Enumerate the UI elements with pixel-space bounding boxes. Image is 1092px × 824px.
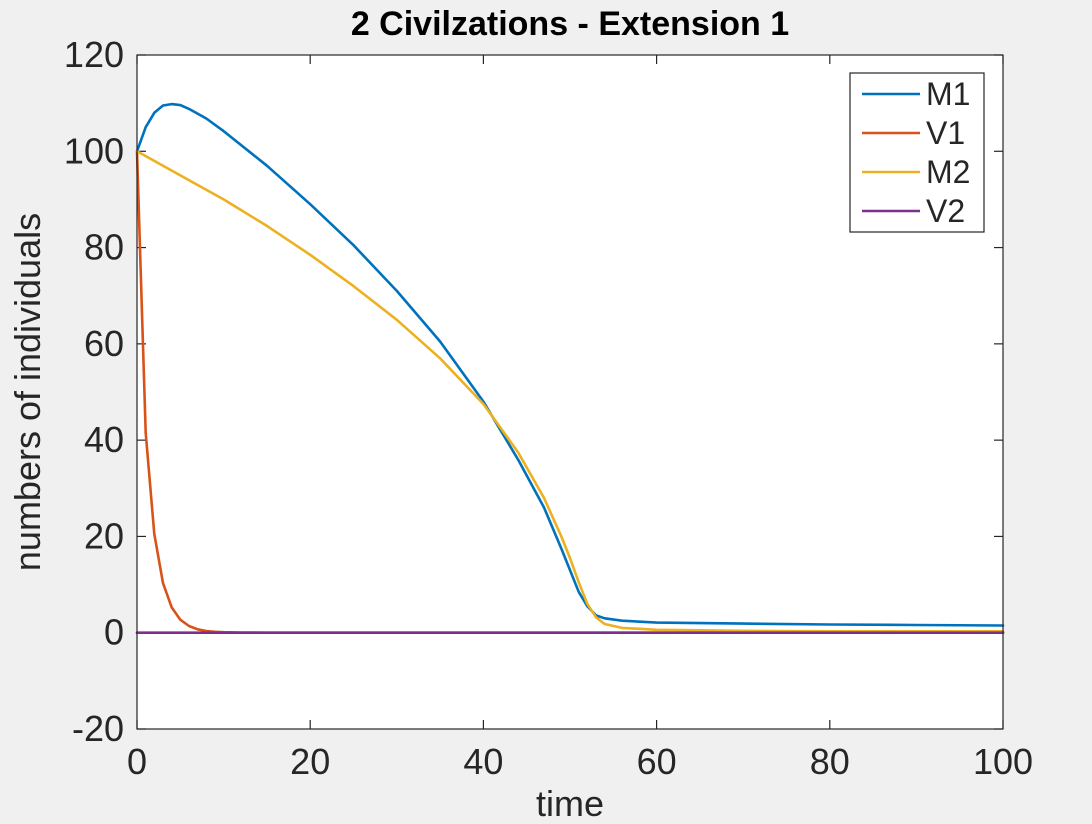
legend-label-m2: M2 (926, 154, 970, 190)
axes-box (136, 54, 1004, 730)
x-tick-label: 80 (810, 741, 850, 782)
x-tick-label: 100 (973, 741, 1033, 782)
y-tick-label: 40 (84, 419, 124, 460)
y-tick-label: 80 (84, 227, 124, 268)
legend-label-v2: V2 (926, 193, 965, 229)
series-lines (135, 102, 1005, 635)
x-tick-label: 0 (127, 741, 147, 782)
y-axis-label: numbers of individuals (7, 213, 48, 571)
legend-box (849, 72, 985, 233)
legend-label-v1: V1 (926, 115, 965, 151)
y-tick-label: 100 (64, 130, 124, 171)
series-line-m2 (135, 150, 1005, 633)
y-tick-label: 120 (64, 34, 124, 75)
y-tick-label: 20 (84, 515, 124, 556)
x-tick-label: 60 (637, 741, 677, 782)
x-axis-label: time (536, 783, 604, 824)
y-tick-label: 60 (84, 323, 124, 364)
legend-label-m1: M1 (926, 76, 970, 112)
x-tick-label: 40 (463, 741, 503, 782)
series-line-m1 (135, 102, 1005, 627)
chart-title: 2 Civilzations - Extension 1 (351, 5, 789, 43)
x-tick-label: 20 (290, 741, 330, 782)
y-tick-label: -20 (72, 708, 124, 749)
y-tick-label: 0 (104, 612, 124, 653)
